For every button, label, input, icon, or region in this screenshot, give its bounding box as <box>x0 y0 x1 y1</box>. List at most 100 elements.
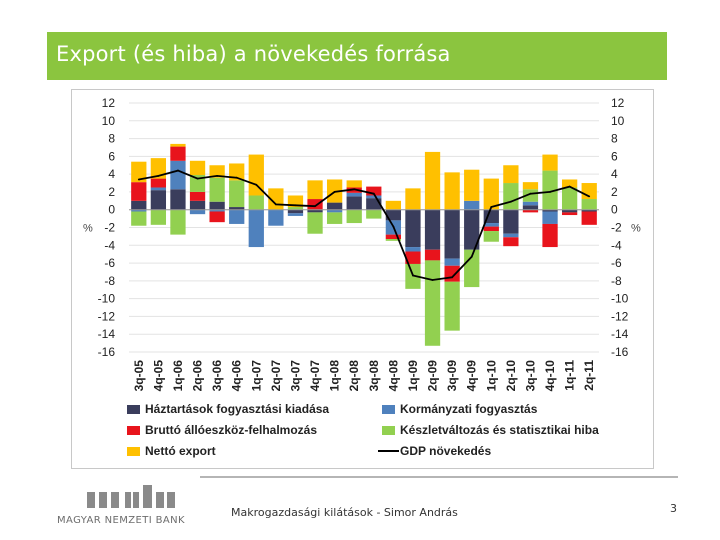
bar-inventory <box>542 170 558 210</box>
bar-government <box>464 200 480 210</box>
x-tick-label: 2q-10 <box>504 360 518 392</box>
mnb-logo-bars-icon <box>87 485 175 508</box>
y-tick-label-left: -2 <box>104 221 115 235</box>
bar-gfcf <box>444 265 460 282</box>
y-tick-label-right: 8 <box>611 132 618 146</box>
legend-swatch-gfcf <box>127 426 140 435</box>
bar-gfcf <box>150 178 167 188</box>
legend-label-inventory: Készletváltozás és statisztikai hiba <box>400 423 599 437</box>
bar-households <box>542 209 558 212</box>
bar-households <box>326 202 343 210</box>
bar-netexport <box>209 165 225 178</box>
bar-inventory <box>522 189 539 202</box>
bar-netexport <box>229 163 245 181</box>
bar-inventory <box>503 183 519 210</box>
bar-netexport <box>503 165 519 184</box>
x-tick-label: 1q-07 <box>249 360 263 392</box>
left-axis-unit: % <box>83 223 93 235</box>
y-tick-label-right: -10 <box>611 292 629 306</box>
bar-households <box>444 209 460 259</box>
y-tick-label-left: 10 <box>102 114 116 128</box>
x-tick-label: 2q-08 <box>347 360 361 392</box>
bar-inventory <box>248 195 264 210</box>
mnb-logo: MAGYAR NEMZETI BANK <box>54 482 204 534</box>
chart-frame: 12 12 10 10 8 8 6 6 4 4 2 2 0 0 -2 -2 -4 -4 -6 -6 -8 -8 -10 -10… <box>71 89 654 469</box>
x-tick-label: 4q-08 <box>386 360 400 392</box>
y-tick-label-left: -8 <box>104 274 115 288</box>
bar-netexport <box>170 143 186 147</box>
x-tick-label: 4q-10 <box>543 360 557 392</box>
bar-government <box>326 209 343 213</box>
bar-government <box>542 211 558 224</box>
bar-government <box>131 209 147 212</box>
x-tick-label: 3q-05 <box>132 360 146 392</box>
bar-households <box>464 209 480 250</box>
bar-netexport <box>405 188 421 210</box>
gdp-point <box>392 225 395 228</box>
y-tick-label-right: -4 <box>611 238 622 252</box>
bar-inventory <box>326 212 343 224</box>
gdp-point <box>372 192 375 195</box>
bar-inventory <box>581 199 597 210</box>
x-tick-label: 1q-11 <box>563 360 577 391</box>
legend-swatch-inventory <box>382 426 395 435</box>
bar-netexport <box>287 195 304 208</box>
gdp-point <box>137 178 140 181</box>
bar-households <box>150 190 167 210</box>
y-tick-label-right: 4 <box>611 167 618 181</box>
gdp-point <box>490 206 493 208</box>
footer-text: Makrogazdasági kilátások - Simor András <box>231 506 458 519</box>
legend-label-gdp: GDP növekedés <box>400 444 491 458</box>
legend-label-households: Háztartások fogyasztási kiadása <box>145 402 329 416</box>
bar-government <box>503 233 519 238</box>
x-tick-label: 2q-07 <box>269 360 283 392</box>
bar-gfcf <box>483 226 499 232</box>
bar-gfcf <box>542 223 558 248</box>
bar-inventory <box>131 211 147 226</box>
bar-inventory <box>307 212 323 234</box>
gdp-point <box>451 276 454 279</box>
y-tick-label-left: 2 <box>108 185 115 199</box>
gdp-point <box>255 183 258 186</box>
bar-households <box>189 200 206 210</box>
bar-households <box>561 209 578 213</box>
gdp-line <box>138 169 590 281</box>
legend-label-netexport: Nettó export <box>145 444 216 458</box>
gdp-point <box>470 255 473 258</box>
bar-government <box>209 209 225 212</box>
bar-inventory <box>189 175 206 192</box>
bar-households <box>405 209 421 248</box>
y-tick-label-left: -12 <box>98 309 116 323</box>
gdp-point <box>412 274 414 277</box>
bar-inventory <box>287 207 304 210</box>
x-tick-label: 3q-06 <box>210 360 224 392</box>
bar-government <box>483 223 499 227</box>
bar-netexport <box>522 182 539 190</box>
bar-gfcf <box>209 211 225 223</box>
y-tick-label-left: -10 <box>98 292 116 306</box>
gdp-point <box>588 195 591 198</box>
bar-netexport <box>385 200 402 210</box>
x-tick-label: 1q-06 <box>171 360 185 392</box>
bar-government <box>287 213 304 216</box>
bar-government <box>522 201 539 206</box>
bar-households <box>170 189 186 210</box>
logo-text: MAGYAR NEMZETI BANK <box>57 515 186 526</box>
bar-households <box>366 198 382 210</box>
bar-netexport <box>189 160 206 176</box>
y-tick-label-left: -16 <box>98 345 116 359</box>
y-tick-label-left: 4 <box>108 167 115 181</box>
y-tick-label-left: 0 <box>108 203 115 217</box>
y-tick-label-left: -14 <box>98 327 116 341</box>
bar-netexport <box>542 154 558 171</box>
x-tick-label: 4q-07 <box>308 360 322 392</box>
gdp-contribution-chart: 12 12 10 10 8 8 6 6 4 4 2 2 0 0 -2 -2 -4 -4 -6 -6 -8 -8 -10 -10… <box>83 96 641 458</box>
bar-households <box>483 209 499 224</box>
x-tick-label: 3q-07 <box>288 360 302 392</box>
gdp-point <box>274 203 277 206</box>
gdp-point <box>294 204 297 207</box>
bar-households <box>385 209 402 221</box>
bar-inventory <box>150 209 167 225</box>
y-tick-label-left: -4 <box>104 238 115 252</box>
bar-households <box>229 207 245 210</box>
